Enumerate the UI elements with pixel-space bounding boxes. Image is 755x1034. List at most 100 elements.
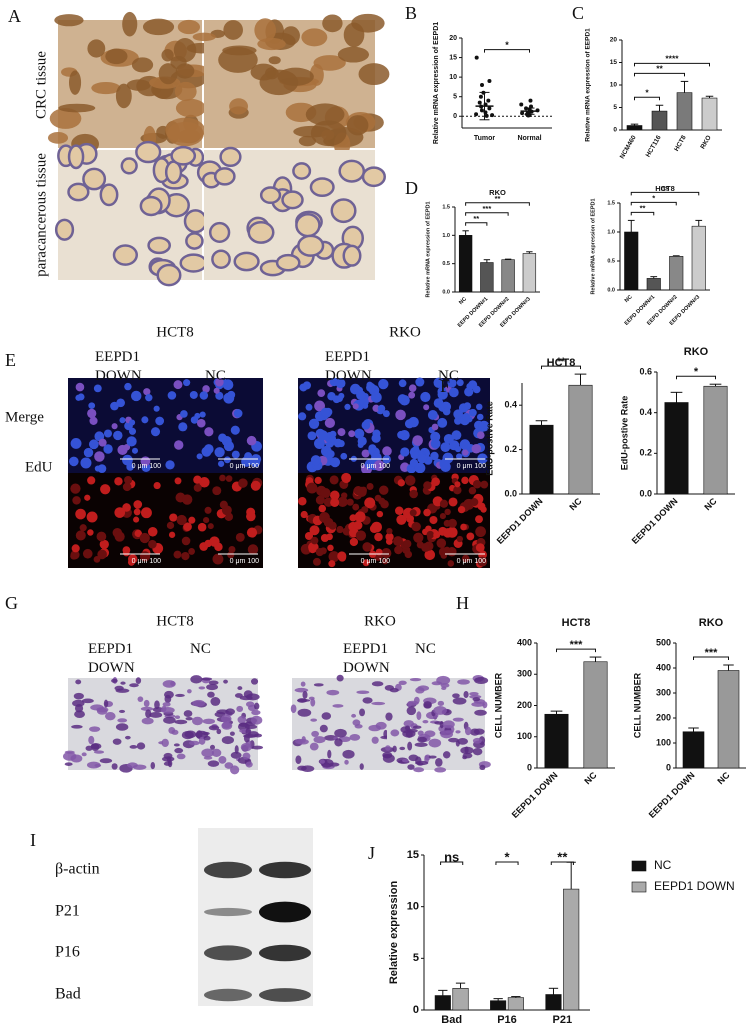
scale-bar-label: 0 μm 100 [230,463,259,470]
stained-cell [457,679,470,685]
cell-nucleus [382,558,389,565]
cell-nucleus [114,477,123,486]
cell-nucleus [129,419,136,426]
significance-bracket [465,212,509,216]
cell-nucleus [459,439,471,450]
bar [624,231,639,291]
stained-cell [409,677,422,682]
group-label: EEPD1 DOWN [88,641,135,676]
stained-cell [99,758,113,764]
cell-nucleus [70,437,82,449]
row-label: paracancerous tissue [33,153,49,277]
stained-cell [140,706,154,711]
cell-nucleus [431,477,441,487]
cell-nucleus [454,481,461,488]
stained-cell [201,748,215,758]
cell-nucleus [139,532,150,544]
tissue-crypt [361,166,386,188]
cell-nucleus [380,499,389,509]
stained-cell [321,712,332,720]
cell-nucleus [317,430,329,441]
bar [701,97,718,131]
cell-nucleus [87,408,97,419]
stained-cell [482,701,488,709]
cell-nucleus [223,456,231,464]
cell-nucleus [403,539,412,548]
data-point [474,112,479,117]
stained-cell [129,683,139,688]
cell-nucleus [336,395,343,403]
data-point [528,98,533,103]
y-axis-label: CELL NUMBER [493,672,503,738]
stained-cell [444,730,454,734]
tissue-crypt [295,212,321,238]
significance-label: ns [661,183,670,192]
cell-nucleus [408,384,417,392]
stained-cell [111,763,118,770]
stained-cell [250,678,259,685]
tissue-gland [346,115,369,136]
tissue-gland [257,37,286,51]
tissue-gland [91,81,121,95]
y-tick-label: 20 [449,35,457,42]
significance-bracket [556,648,596,653]
blot-band [259,988,311,1002]
stained-cell [181,730,194,740]
stained-cell [389,688,399,693]
cell-nucleus [247,544,259,555]
cell-nucleus [189,390,198,399]
cell-nucleus [150,427,161,437]
y-tick-label: 100 [517,731,532,741]
cell-nucleus [366,382,376,393]
chart-title: RKO [699,617,724,629]
cell-nucleus [93,384,102,393]
cell-nucleus [213,387,220,394]
cell-nucleus [193,475,202,484]
stained-cell [251,710,261,716]
cell-nucleus [362,559,370,567]
cell-nucleus [456,453,463,460]
cell-nucleus [431,423,439,431]
cell-nucleus [310,536,319,545]
stained-cell [207,760,220,767]
stained-cell [207,691,215,698]
stained-cell [311,730,319,737]
cell-nucleus [409,489,418,499]
cell-nucleus [330,457,341,468]
stained-cell [132,764,147,770]
y-tick-label: 20 [610,37,618,44]
cell-nucleus [336,525,344,534]
cell-nucleus [88,402,96,410]
cell-nucleus [330,497,340,507]
stained-cell [464,726,472,736]
stained-cell [414,742,428,747]
cell-nucleus [225,475,233,482]
y-tick-label: 0.0 [442,289,450,295]
cell-nucleus [305,403,313,411]
stained-cell [452,693,460,699]
y-tick-label: 10 [610,82,618,89]
cell-nucleus [328,560,336,568]
y-tick-label: 15 [449,54,457,61]
group-label: NC [438,368,459,384]
stained-cell [463,691,469,699]
bar [669,256,684,291]
cell-nucleus [404,475,416,486]
cell-nucleus [80,457,92,469]
y-axis-label: Relative mRNA expression of EEPD1 [425,201,431,297]
cell-nucleus [133,500,143,509]
stained-cell [173,743,180,747]
significance-label: ** [495,194,501,203]
cell-nucleus [314,400,325,412]
stained-cell [206,684,218,691]
y-tick-label: 0 [613,127,617,134]
stained-cell [309,742,319,751]
stained-cell [164,690,174,699]
cell-nucleus [174,477,182,485]
cell-nucleus [352,403,359,410]
cell-nucleus [169,513,178,522]
cell-nucleus [410,450,420,460]
cell-nucleus [341,472,352,483]
panel-letter: G [5,593,18,613]
blot-label: P16 [55,944,80,961]
